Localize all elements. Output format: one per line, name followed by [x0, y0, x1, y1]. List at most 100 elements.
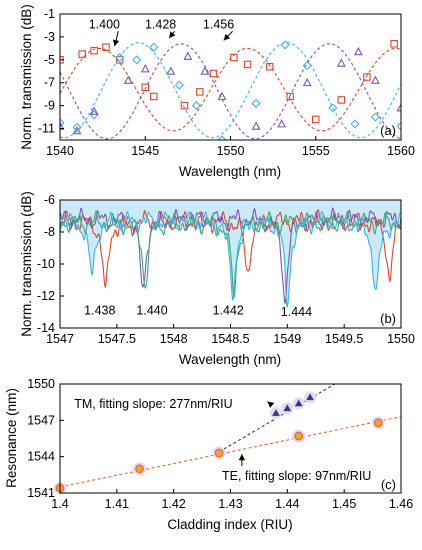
annotation-1.428: 1.428: [145, 17, 176, 31]
panel-a-xtick-label: 1540: [46, 144, 74, 158]
annotation-1.438: 1.438: [84, 303, 115, 317]
data-point-1.400: [141, 83, 150, 92]
te-data-point: [135, 464, 144, 474]
panel-a-ytick-label: -9: [44, 99, 55, 113]
data-point-1.428: [60, 118, 65, 128]
panel-b-ytick-label: -6: [44, 193, 55, 207]
data-point-1.400: [311, 115, 320, 124]
data-point-1.428: [115, 52, 125, 63]
data-point-1.428: [191, 101, 201, 111]
series-1.400-group: [60, 40, 401, 132]
annotation-arrowhead-1.400: [112, 39, 120, 47]
annotation-te-slope: TE, fitting slope: 97nm/RIU: [222, 469, 371, 483]
data-point-1.400: [90, 46, 98, 55]
te-data-point: [373, 418, 383, 428]
annotation-arrowhead-1.456: [223, 33, 231, 41]
data-point-1.428: [350, 119, 360, 129]
spectrum-group-1.444: [60, 210, 401, 308]
te-data-point: [294, 431, 304, 441]
annotation-1.442: 1.442: [213, 303, 244, 317]
data-point-1.456: [60, 121, 65, 130]
panel-a-ytick-label: -11: [38, 122, 55, 136]
panel-c-xtick-label: 1.46: [389, 497, 413, 511]
panel-c-ytick-label: 1550: [27, 377, 55, 391]
data-point-1.456: [277, 119, 287, 128]
panel-c-ytick-label: 1544: [27, 450, 55, 464]
fit-curve-1.456: [60, 43, 401, 140]
data-point-1.428: [396, 121, 401, 131]
data-point-1.456: [217, 91, 227, 100]
panel-c-plot-group: [53, 384, 401, 495]
panel-b-xtick-label: 1550: [387, 332, 415, 346]
panel-a-xtick-label: 1555: [302, 144, 330, 158]
data-point-1.428: [174, 80, 184, 90]
panel-a-xtick-label: 1560: [387, 144, 415, 158]
tm-data-point: [272, 409, 280, 416]
panel-b-ytick-label: -14: [37, 321, 55, 335]
annotation-arrowhead-1.428: [169, 31, 176, 39]
spectrum-line-1.444: [60, 210, 401, 308]
panel-c-xtick-label: 1.44: [275, 497, 299, 511]
data-point-1.400: [363, 73, 371, 81]
panel-c-xtick-label: 1.45: [332, 497, 356, 511]
annotation-1.444: 1.444: [281, 305, 312, 319]
panel-c-ytick-label: 1547: [27, 413, 55, 427]
data-point-1.456: [140, 64, 150, 73]
annotation-tm-arrowhead: [267, 401, 275, 408]
panel-c-ytick-label: 1541: [27, 486, 55, 500]
data-point-1.400: [286, 92, 294, 101]
data-point-1.428: [328, 103, 338, 113]
data-point-1.400: [209, 69, 218, 78]
data-point-1.456: [353, 46, 363, 56]
data-point-1.400: [102, 43, 110, 51]
panel-b-ytick-label: -10: [37, 257, 55, 271]
panel-a-ytick-label: -7: [44, 76, 55, 90]
tm-data-point: [283, 404, 292, 412]
panel-b: 1.438 1.440 1.442 1.444 1547 1547.5 1548 1548.…: [19, 191, 415, 367]
series-1.428-group: [60, 40, 401, 140]
panel-a-ytick-label: -5: [44, 53, 55, 67]
data-point-1.456: [302, 77, 312, 87]
data-point-1.456: [89, 106, 99, 115]
data-point-1.456: [251, 121, 261, 130]
data-point-1.428: [217, 135, 227, 140]
panel-a-ylabel: Norm. transmission (dB): [19, 4, 34, 150]
data-point-1.428: [302, 60, 312, 71]
data-point-1.428: [251, 98, 261, 108]
data-point-1.428: [132, 55, 142, 65]
te-data-point: [214, 448, 224, 458]
tm-data-point: [306, 393, 314, 401]
panel-b-label: (b): [380, 311, 396, 326]
panel-b-xtick-label: 1547.5: [98, 332, 136, 346]
panel-a-ytick-label: -3: [44, 30, 55, 44]
data-point-1.400: [390, 40, 398, 48]
data-point-1.400: [243, 60, 252, 69]
data-point-1.400: [265, 62, 274, 71]
annotation-tm-slope: TM, fitting slope: 277nm/RIU: [74, 397, 232, 411]
panel-b-ylabel: Norm. transmission (dB): [19, 191, 34, 337]
data-point-1.400: [337, 96, 346, 104]
panel-c-label: (c): [381, 477, 396, 492]
panel-b-xlabel: Wavelength (nm): [179, 352, 281, 367]
panel-c-xtick-label: 1.42: [161, 497, 185, 511]
data-point-1.400: [78, 50, 86, 58]
data-point-1.400: [180, 101, 189, 110]
annotation-1.456: 1.456: [203, 17, 234, 31]
tm-data-point: [294, 399, 303, 407]
annotation-te-arrowhead: [238, 454, 246, 461]
panel-b-xtick-label: 1548: [160, 332, 188, 346]
data-point-1.400: [230, 53, 238, 62]
panel-b-xtick-label: 1549.5: [325, 332, 363, 346]
data-point-1.428: [72, 122, 82, 132]
panel-b-xtick-label: 1548.5: [211, 332, 249, 346]
data-point-1.428: [370, 112, 381, 122]
data-point-1.400: [150, 92, 158, 101]
spectrum-group-1.442: [60, 210, 401, 299]
data-point-1.428: [149, 42, 159, 52]
spectrum-line-1.442: [60, 210, 401, 299]
data-point-1.456: [72, 125, 82, 135]
data-point-1.456: [396, 103, 401, 112]
panel-c-xlabel: Cladding index (RIU): [167, 517, 292, 532]
panel-c: TM, fitting slope: 277nm/RIU TE, fitting …: [4, 377, 413, 532]
